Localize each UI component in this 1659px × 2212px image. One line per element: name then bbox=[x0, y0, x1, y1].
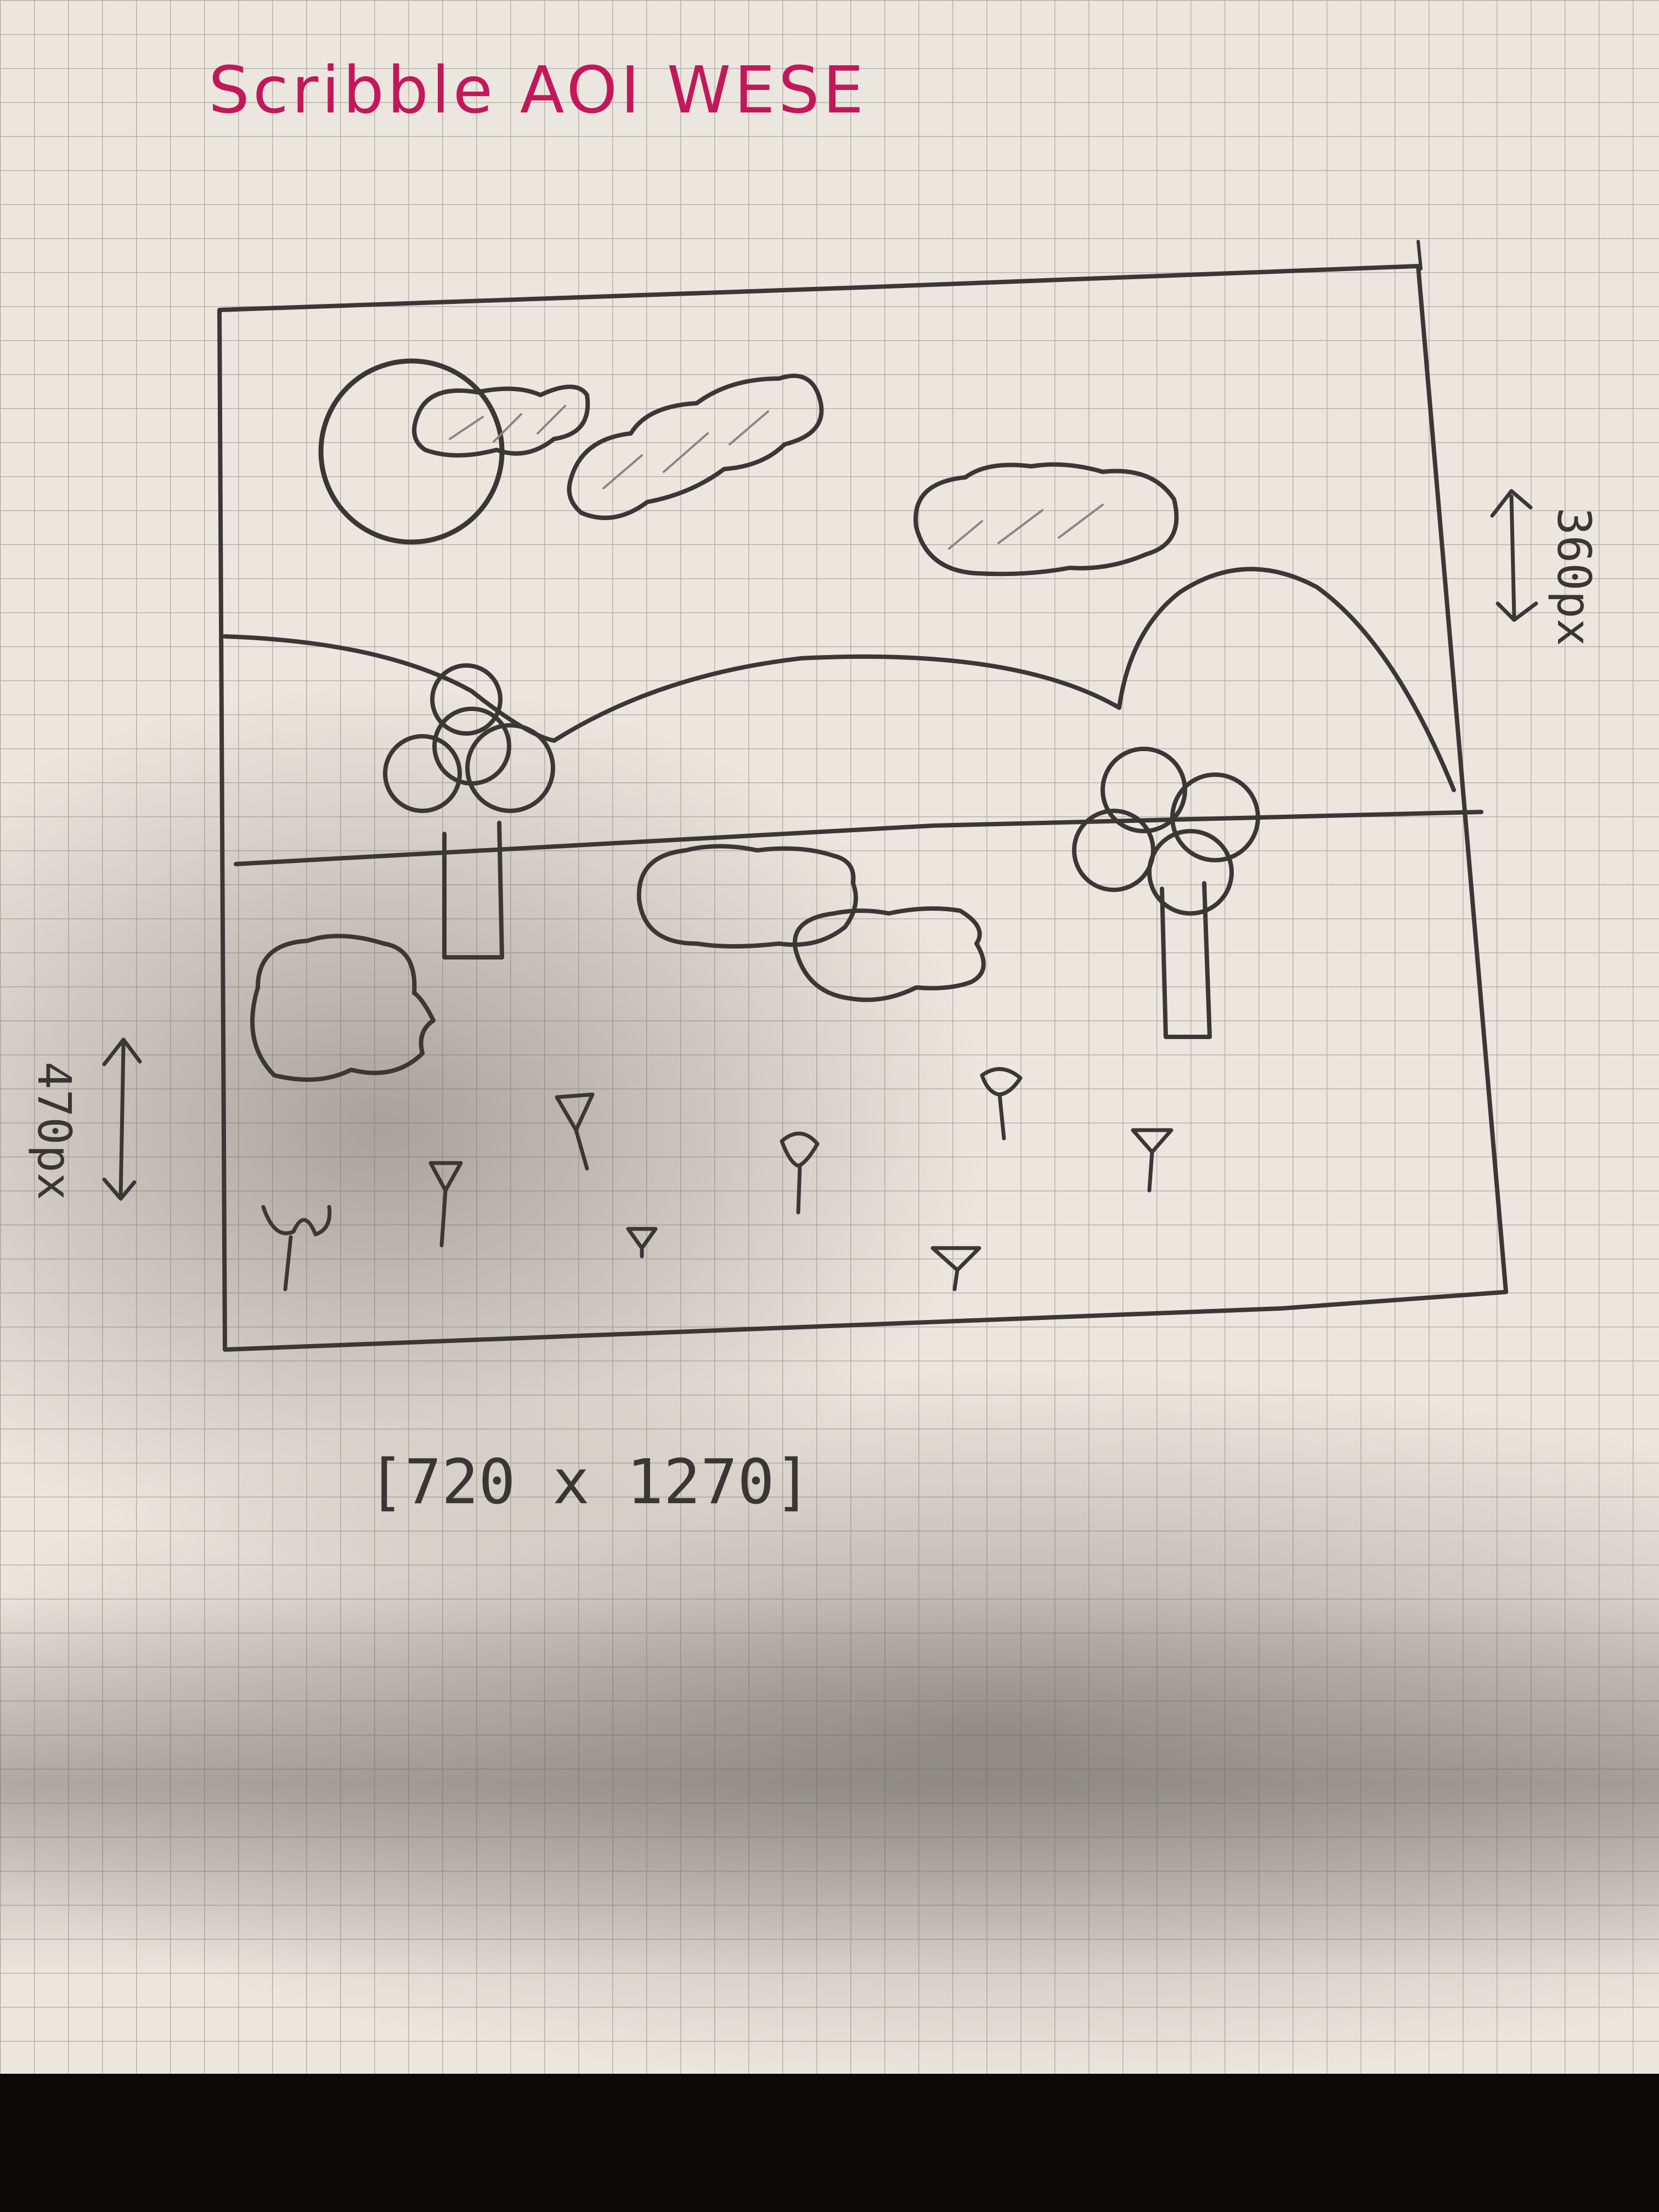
hill-right bbox=[1117, 567, 1456, 792]
tree-left-crown-1 bbox=[383, 734, 462, 813]
cloud-3-hatching bbox=[948, 504, 1104, 550]
cloud-1-hatching bbox=[449, 405, 566, 443]
flower-3 bbox=[626, 1227, 658, 1259]
flower-6 bbox=[1131, 1128, 1173, 1193]
tree-right-crown-4 bbox=[1147, 829, 1234, 916]
flower-2 bbox=[555, 1092, 595, 1171]
left-dimension-label: 470px bbox=[27, 1062, 81, 1200]
size-label: [720 x 1270] bbox=[368, 1447, 811, 1518]
right-dimension-label: 360px bbox=[1547, 507, 1601, 646]
right-dimension-arrow bbox=[1490, 489, 1538, 622]
flower-tulip bbox=[261, 1205, 332, 1291]
table-edge bbox=[0, 2074, 1659, 2212]
cloud-2 bbox=[567, 374, 824, 520]
bush-left bbox=[250, 934, 436, 1082]
bush-right bbox=[792, 906, 986, 1002]
flower-5 bbox=[980, 1067, 1023, 1141]
hill-left bbox=[223, 634, 1121, 743]
tree-right-crown-2 bbox=[1170, 772, 1260, 862]
cloud-2-hatching bbox=[602, 410, 769, 489]
shadow-band bbox=[0, 1591, 1659, 1975]
frame-tick bbox=[1417, 240, 1423, 270]
cloud-1 bbox=[412, 385, 590, 458]
flower-1 bbox=[428, 1161, 463, 1248]
bush-middle bbox=[636, 844, 858, 949]
flower-4 bbox=[780, 1131, 820, 1215]
cloud-3 bbox=[913, 462, 1179, 577]
sheet-title: Scribble AOI WESE bbox=[208, 52, 867, 128]
tree-left-crown-3 bbox=[465, 723, 555, 813]
frame-border bbox=[217, 264, 1508, 1352]
shadow-left bbox=[0, 686, 988, 1564]
tree-right-trunk bbox=[1160, 881, 1212, 1039]
flower-7 bbox=[930, 1246, 981, 1291]
left-dimension-arrow bbox=[102, 1037, 142, 1201]
tree-left-top bbox=[430, 663, 503, 736]
tree-left-trunk bbox=[442, 821, 504, 960]
horizon-line bbox=[234, 810, 1483, 866]
